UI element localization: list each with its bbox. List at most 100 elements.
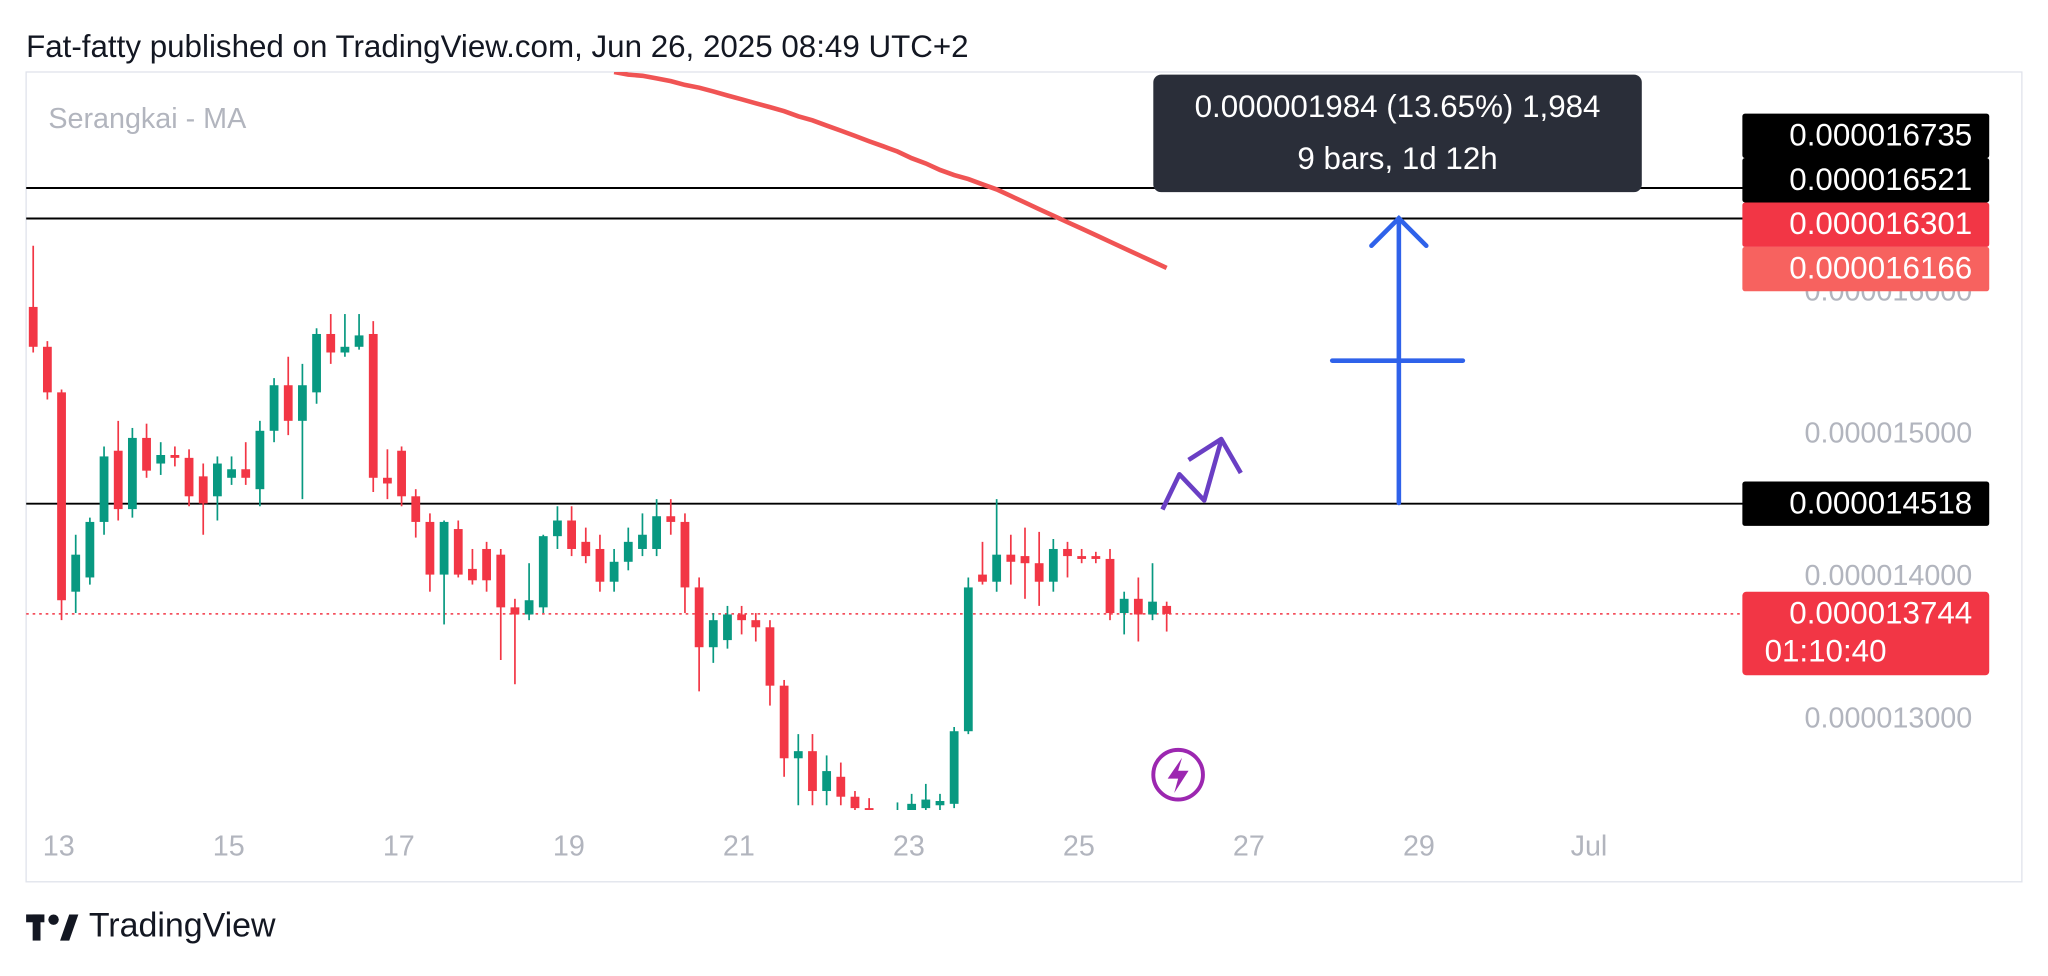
candle-body bbox=[42, 346, 52, 393]
candle-body bbox=[808, 751, 817, 792]
x-tick-label: 23 bbox=[893, 830, 925, 862]
y-tick-label: 0.000014000 bbox=[1805, 560, 1973, 592]
candle-body bbox=[425, 521, 435, 575]
path-arrow bbox=[1160, 436, 1243, 511]
candle-body bbox=[567, 520, 576, 549]
candle-body bbox=[241, 469, 251, 478]
candle-body bbox=[1148, 601, 1157, 615]
candle-body bbox=[723, 614, 732, 641]
candle-body bbox=[680, 521, 690, 588]
candle-body bbox=[765, 627, 775, 686]
candle-body bbox=[1063, 548, 1072, 557]
candle-body bbox=[156, 455, 166, 464]
ma-line bbox=[613, 72, 1168, 270]
x-tick-label: 21 bbox=[723, 830, 755, 862]
candle-body bbox=[184, 457, 194, 497]
candle-body bbox=[1133, 598, 1143, 615]
measure-arrow bbox=[1329, 215, 1466, 506]
candle-body bbox=[1091, 556, 1101, 559]
candle-body bbox=[99, 456, 109, 522]
candle-body bbox=[439, 521, 449, 575]
candle-body bbox=[227, 469, 236, 478]
candle-body bbox=[340, 346, 350, 353]
candle-body bbox=[992, 554, 1002, 582]
candle-body bbox=[28, 306, 38, 347]
brand-name: TradingView bbox=[89, 906, 276, 944]
candle-body bbox=[638, 534, 647, 549]
x-tick-label: Jul bbox=[1571, 830, 1608, 862]
price-tag bbox=[1742, 202, 1990, 247]
candle-body bbox=[524, 600, 534, 615]
candle-body bbox=[298, 385, 307, 421]
publish-line: Fat-fatty published on TradingView.com, … bbox=[26, 29, 968, 64]
candle-body bbox=[397, 450, 406, 497]
brand-logo bbox=[26, 914, 79, 941]
candle-body bbox=[269, 385, 279, 431]
candle-body bbox=[963, 587, 973, 732]
candle-body bbox=[468, 568, 477, 581]
candle-body bbox=[538, 536, 548, 608]
candle-body bbox=[170, 455, 180, 458]
price-tag bbox=[1742, 246, 1990, 292]
price-tag-label: 0.000016521 bbox=[1789, 162, 1972, 197]
price-tag-label: 0.000016301 bbox=[1789, 206, 1972, 241]
x-tick-label: 17 bbox=[383, 830, 415, 862]
legend-label: Serangkai - MA bbox=[48, 103, 247, 135]
candle-body bbox=[751, 620, 761, 628]
candle-body bbox=[1077, 556, 1087, 559]
candle-body bbox=[595, 548, 605, 582]
candle-body bbox=[354, 335, 364, 347]
candle-body bbox=[142, 437, 151, 471]
last-price-label: 0.000013744 bbox=[1789, 595, 1972, 630]
x-tick-label: 13 bbox=[43, 830, 75, 862]
x-tick-label: 27 bbox=[1233, 830, 1265, 862]
y-tick-label: 0.000013000 bbox=[1805, 702, 1973, 734]
x-tick-label: 19 bbox=[553, 830, 585, 862]
candle-body bbox=[482, 548, 491, 581]
price-tag bbox=[1742, 481, 1990, 526]
candle-body bbox=[312, 333, 321, 393]
candle-body bbox=[1048, 548, 1058, 582]
price-tag-label: 0.000016735 bbox=[1789, 117, 1972, 152]
candle-body bbox=[496, 554, 506, 608]
price-tag bbox=[1742, 158, 1990, 203]
candle-body bbox=[907, 803, 917, 810]
candle-body bbox=[57, 392, 66, 601]
candle-body bbox=[921, 799, 931, 809]
countdown-label: 01:10:40 bbox=[1765, 633, 1887, 668]
candle-body bbox=[708, 620, 718, 648]
candle-body bbox=[949, 731, 959, 804]
x-tick-label: 29 bbox=[1403, 830, 1435, 862]
candle-body bbox=[652, 516, 662, 549]
candle-body bbox=[71, 554, 81, 592]
candle-body bbox=[836, 776, 846, 797]
candle-body bbox=[694, 587, 704, 648]
candle-body bbox=[666, 516, 676, 522]
candle-body bbox=[1162, 605, 1172, 614]
x-tick-label: 15 bbox=[213, 830, 245, 862]
measure-tooltip bbox=[1153, 74, 1642, 193]
candle-body bbox=[326, 333, 336, 353]
candle-body bbox=[198, 476, 208, 504]
candle-body bbox=[127, 437, 137, 510]
candle-body bbox=[779, 685, 789, 759]
candle-body bbox=[553, 520, 562, 537]
last-price-tag bbox=[1742, 591, 1990, 676]
candle-body bbox=[113, 450, 123, 510]
lightning-icon bbox=[1151, 747, 1205, 802]
measure-bars: 9 bars, 1d 12h bbox=[1297, 141, 1497, 176]
candle-body bbox=[85, 521, 95, 578]
candle-body bbox=[255, 430, 265, 490]
chart-frame bbox=[25, 71, 2023, 883]
price-tag bbox=[1742, 113, 1990, 159]
candle-body bbox=[453, 529, 463, 575]
candle-body bbox=[978, 574, 987, 582]
candle-body bbox=[581, 541, 591, 557]
x-tick-label: 25 bbox=[1063, 830, 1095, 862]
candle-body bbox=[879, 827, 888, 834]
price-tag-label: 0.000016166 bbox=[1789, 251, 1972, 286]
candle-body bbox=[822, 771, 832, 792]
candle-body bbox=[737, 614, 747, 621]
